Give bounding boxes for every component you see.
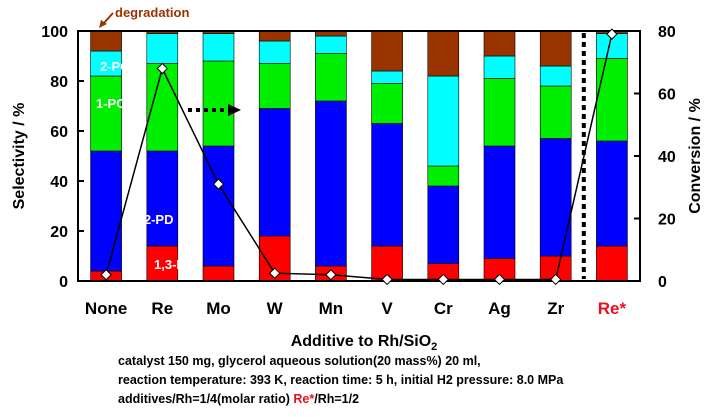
right-tick-label: 60: [658, 87, 676, 104]
bar-1-po-3: [258, 63, 291, 109]
x-tick-label: V: [381, 299, 393, 318]
bar-degradation-8: [539, 30, 572, 67]
bar-1-po-9: [596, 58, 628, 142]
bar-1-2-pd-2: [202, 145, 235, 267]
x-tick-label: Mo: [206, 299, 231, 318]
bar-2-po-3: [258, 40, 291, 64]
bar-1-2-pd-4: [315, 100, 347, 267]
conversion-line: [100, 28, 618, 286]
bar-2-po-5: [371, 70, 403, 84]
bar-1-po-7: [483, 78, 516, 147]
stacked-bars: [90, 30, 628, 282]
bar-1-2-pd-1: [146, 150, 179, 247]
dotted-arrow-head: [228, 104, 241, 116]
conversion-point-6: [437, 273, 450, 286]
left-axis-title: Selectivity / %: [11, 103, 28, 210]
bar-degradation-6: [427, 30, 460, 77]
bar-2-po-6: [427, 75, 460, 167]
label-1-3-pd: 1,3-PD: [154, 257, 194, 272]
label-degradation: degradation: [115, 5, 189, 20]
right-tick-label: 40: [658, 149, 676, 166]
annotations: degradation 2-PO 1-PO 1,2-PD 1,3-PD: [96, 5, 241, 272]
bar-1-2-pd-8: [539, 138, 572, 257]
right-tick-label: 80: [658, 24, 676, 41]
bar-1-po-4: [315, 53, 347, 102]
x-tick-label: Cr: [434, 299, 453, 318]
left-tick-label: 60: [50, 124, 68, 141]
bar-1-2-pd-0: [90, 150, 122, 272]
label-degradation-arrow: [102, 12, 114, 25]
note-line-3: additives/Rh=1/4(molar ratio) Re*/Rh=1/2: [118, 392, 359, 406]
bar-1-po-8: [539, 85, 572, 139]
label-degradation-arrowhead: [99, 20, 107, 28]
left-tick-label: 40: [50, 174, 68, 191]
right-axis-title: Conversion / %: [687, 98, 704, 214]
x-tick-label: Re: [151, 299, 173, 318]
bar-degradation-7: [483, 30, 516, 57]
bar-degradation-3: [258, 30, 291, 42]
bar-1-2-pd-7: [483, 145, 516, 259]
x-tick-label: Zr: [547, 299, 564, 318]
bar-1-po-0: [90, 75, 122, 152]
conversion-point-0: [100, 269, 112, 281]
label-2-po: 2-PO: [100, 59, 130, 74]
bar-1-po-6: [427, 165, 460, 187]
bar-2-po-4: [315, 35, 347, 54]
bar-1-2-pd-9: [596, 140, 628, 247]
conversion-point-9: [606, 28, 618, 40]
conversion-point-4: [325, 269, 337, 281]
x-tick-label: None: [85, 299, 128, 318]
bar-2-po-2: [202, 33, 235, 62]
note-line-3-end: /Rh=1/2: [314, 392, 360, 406]
bar-1-po-2: [202, 60, 235, 147]
conversion-point-3: [268, 267, 281, 279]
conversion-point-8: [549, 273, 562, 286]
note-line-3-red: Re*: [293, 392, 315, 406]
left-tick-label: 80: [50, 74, 68, 91]
bar-1-2-pd-6: [427, 185, 460, 264]
left-tick-label: 100: [41, 24, 68, 41]
left-tick-label: 0: [59, 274, 68, 291]
right-tick-label: 20: [658, 212, 676, 229]
x-tick-label: Mn: [319, 299, 344, 318]
bar-1-po-5: [371, 83, 403, 124]
bar-degradation-5: [371, 30, 403, 72]
x-axis-title: Additive to Rh/SiO2: [291, 333, 438, 353]
bar-1-3-pd-2: [202, 265, 235, 282]
conversion-point-2: [212, 178, 225, 190]
bar-1-2-pd-5: [371, 123, 403, 247]
note-line-2: reaction temperature: 393 K, reaction ti…: [118, 373, 564, 387]
conversion-point-1: [156, 62, 169, 75]
note-line-1: catalyst 150 mg, glycerol aqueous soluti…: [118, 354, 481, 368]
x-tick-label: W: [267, 299, 284, 318]
axes: [77, 30, 641, 282]
x-tick-label: Ag: [488, 299, 511, 318]
label-1-po: 1-PO: [96, 96, 126, 111]
bar-2-po-8: [539, 65, 572, 87]
conversion-point-5: [381, 273, 393, 286]
note-line-3-start: additives/Rh=1/4(molar ratio): [118, 392, 294, 406]
bar-degradation-0: [90, 30, 122, 52]
tick-labels: 0 20 40 60 80 100 0 20 40 60 80 None Re Mo W Mn V Cr Ag Zr R…: [11, 24, 704, 353]
conversion-point-7: [493, 273, 506, 286]
conversion-polyline: [105, 33, 613, 281]
label-1-2-pd: 1,2-PD: [133, 212, 173, 227]
left-tick-label: 20: [50, 224, 68, 241]
bar-2-po-1: [146, 33, 179, 64]
bar-2-po-7: [483, 55, 516, 79]
bar-1-3-pd-9: [596, 245, 628, 282]
x-axis-title-subscript: 2: [431, 341, 437, 353]
right-tick-label: 0: [658, 274, 667, 291]
bar-2-po-0: [90, 50, 122, 77]
x-tick-label: Re*: [598, 299, 627, 318]
bar-1-2-pd-3: [258, 108, 291, 237]
